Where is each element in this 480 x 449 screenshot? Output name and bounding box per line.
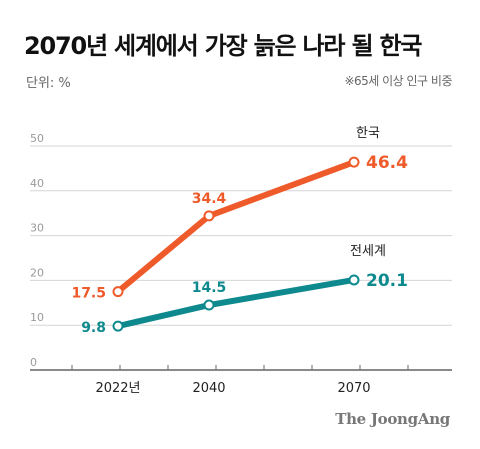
y-tick-label: 10	[30, 311, 44, 324]
x-tick-label: 2040	[192, 381, 225, 396]
chart-title: 2070년 세계에서 가장 늙은 나라 될 한국	[24, 32, 422, 60]
data-point	[203, 210, 215, 222]
y-tick-label: 30	[30, 222, 44, 235]
x-tick-label: 2022년	[95, 381, 140, 396]
y-axis-ticks: 0 10 20 30 40 50	[30, 132, 44, 369]
data-point	[348, 274, 360, 286]
y-tick-label: 20	[30, 266, 44, 279]
data-label: 46.4	[366, 153, 408, 173]
data-point	[203, 299, 215, 311]
unit-label: 단위: %	[26, 76, 71, 91]
data-label: 34.4	[192, 191, 227, 207]
data-label: 17.5	[71, 286, 106, 302]
data-label: 14.5	[192, 280, 227, 296]
data-labels: 17.5 34.4 46.4 한국 9.8 14.5 20.1 전세계	[71, 126, 408, 336]
data-point	[112, 320, 124, 332]
y-tick-label: 50	[30, 132, 44, 145]
series-line-korea	[115, 159, 357, 295]
y-tick-label: 0	[30, 356, 37, 369]
series-lines	[112, 156, 360, 332]
data-label: 9.8	[81, 320, 106, 336]
y-tick-label: 40	[30, 177, 44, 190]
data-point	[112, 286, 124, 298]
gridlines	[30, 145, 452, 371]
series-name-label: 한국	[356, 126, 380, 141]
x-axis-ticks: 2022년 2040 2070	[71, 365, 409, 396]
series-name-label: 전세계	[350, 244, 386, 259]
footnote: ※65세 이상 인구 비중	[344, 74, 452, 88]
data-point	[348, 156, 360, 168]
data-label: 20.1	[366, 271, 408, 291]
series-line-world	[115, 276, 357, 330]
brand-logo: The JoongAng	[335, 410, 450, 428]
x-tick-label: 2070	[337, 381, 370, 396]
